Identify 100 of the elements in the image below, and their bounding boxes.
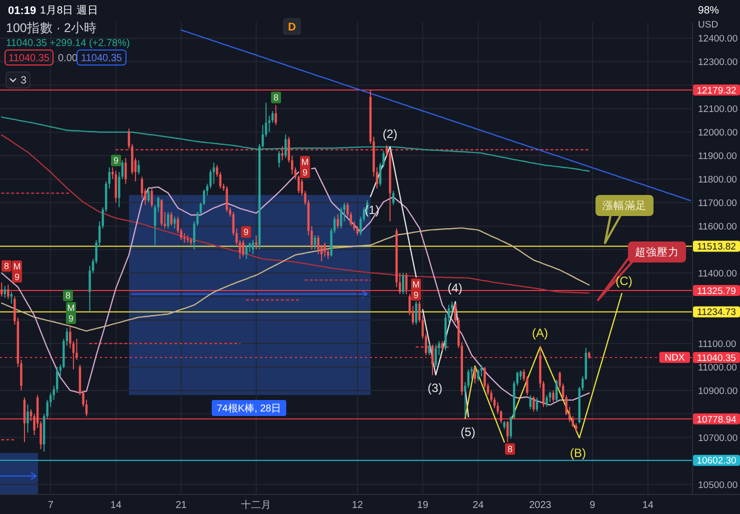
y-tick-label: 11700.00 (698, 198, 737, 209)
text: 01:19 (8, 4, 36, 17)
annotation: (A) (532, 326, 548, 340)
candlestick (23, 396, 26, 443)
candlestick (281, 146, 284, 161)
x-tick-label: 19 (417, 500, 429, 511)
candlestick (336, 214, 339, 229)
x-tick-label: 9 (590, 500, 596, 511)
annotation: 3 (20, 74, 27, 87)
ref-line-label: 11513.82 (697, 242, 736, 253)
candlestick (226, 186, 228, 212)
candlestick (546, 394, 548, 408)
candlestick (340, 206, 342, 229)
candlestick (212, 162, 215, 184)
candlestick (392, 190, 394, 206)
annotation: D (288, 21, 296, 34)
candlestick (7, 284, 10, 300)
candlestick (124, 157, 127, 184)
candlestick (467, 368, 470, 389)
annotation: 8 (65, 290, 71, 301)
x-tick-label: 24 (472, 500, 484, 511)
line-series (180, 29, 691, 202)
candlestick (506, 420, 509, 443)
annotation: 8 (273, 92, 279, 103)
candlestick (274, 104, 277, 126)
line-series (510, 292, 622, 438)
candlestick (10, 291, 13, 304)
y-tick-label: 11800.00 (698, 174, 737, 186)
candlestick (26, 404, 29, 434)
y-tick-label: 11600.00 (698, 221, 737, 232)
candlestick (405, 272, 408, 295)
x-tick-label: 12 (352, 500, 364, 511)
y-tick-label: 10700.00 (698, 432, 738, 444)
y-tick-label: 10500.00 (698, 480, 738, 491)
candlestick (160, 198, 163, 227)
candlestick (324, 242, 326, 258)
annotation: 0.00 (58, 53, 78, 64)
candlestick (255, 234, 258, 250)
candlestick (555, 379, 558, 403)
annotation: NDX (664, 352, 686, 364)
annotation: 超強壓力 (635, 246, 679, 259)
text: 1月8日 週日 (40, 4, 99, 17)
annotation: 9 (113, 156, 119, 166)
annotation: 11040.35 (8, 53, 50, 64)
ref-line-label: 11040.35 (697, 352, 736, 364)
annotation: 74根K棒, 28日 (216, 402, 282, 414)
annotation: (B) (570, 446, 586, 460)
candlestick (150, 188, 153, 208)
y-tick-label: 11900.00 (698, 151, 737, 162)
candlestick (552, 390, 554, 403)
annotation: M 9 (67, 302, 75, 324)
candlestick (532, 396, 535, 412)
y-tick-label: 12400.00 (698, 34, 738, 45)
candlestick (346, 202, 349, 218)
annotation: (3) (428, 381, 442, 396)
candlestick (480, 364, 483, 377)
y-tick-label: 11400.00 (698, 268, 737, 280)
annotation: 9 (243, 227, 249, 238)
ref-line-label: 11325.79 (697, 286, 736, 297)
annotation: M 9 (301, 156, 309, 178)
y-tick-label: 12300.00 (698, 57, 738, 68)
annotation: M 9 (412, 279, 420, 300)
x-tick-label: 14 (642, 500, 654, 511)
annotation: 漲幅滿足 (602, 199, 646, 212)
text: 11040.35 +299.14 (+2.78%) (6, 38, 130, 49)
candlestick (415, 300, 418, 326)
candlestick (428, 342, 430, 356)
x-tick-label: 14 (110, 500, 122, 511)
x-tick-label: 2023 (529, 500, 552, 511)
annotation: M 9 (13, 261, 21, 282)
annotation: (5) (460, 425, 476, 440)
candlestick (242, 240, 244, 258)
candlestick (112, 166, 114, 180)
x-tick-label: 7 (48, 500, 54, 511)
y-tick-label: 10900.00 (698, 386, 738, 397)
candlestick (441, 340, 444, 352)
y-tick-label: 11100.00 (698, 338, 736, 350)
candlestick (402, 272, 404, 295)
x-tick-label: 十二月 (241, 499, 272, 511)
annotation: 11040.35 (81, 53, 122, 64)
annotation: 8 (507, 444, 513, 454)
ref-line-label: 10602.30 (696, 456, 736, 467)
candlestick (529, 394, 532, 410)
candlestick (138, 160, 140, 175)
y-tick-label: 11000.00 (698, 362, 737, 374)
candlestick (477, 368, 480, 382)
text: 98% (698, 4, 720, 17)
ref-line-label: 10778.94 (696, 414, 736, 426)
candlestick (284, 134, 287, 158)
ref-line-label: 12179.32 (696, 85, 736, 96)
x-tick-label: 21 (176, 500, 188, 511)
ref-line-label: 11234.73 (697, 307, 736, 318)
chart-title: 100指數 · 2小時 (6, 21, 97, 35)
annotation: (2) (382, 127, 398, 142)
y-tick-label: 12100.00 (698, 104, 738, 116)
candlestick (114, 170, 117, 204)
text: USD (698, 19, 718, 30)
annotation: (C) (616, 274, 632, 288)
y-tick-label: 12000.00 (698, 128, 738, 139)
candlestick (140, 176, 144, 198)
